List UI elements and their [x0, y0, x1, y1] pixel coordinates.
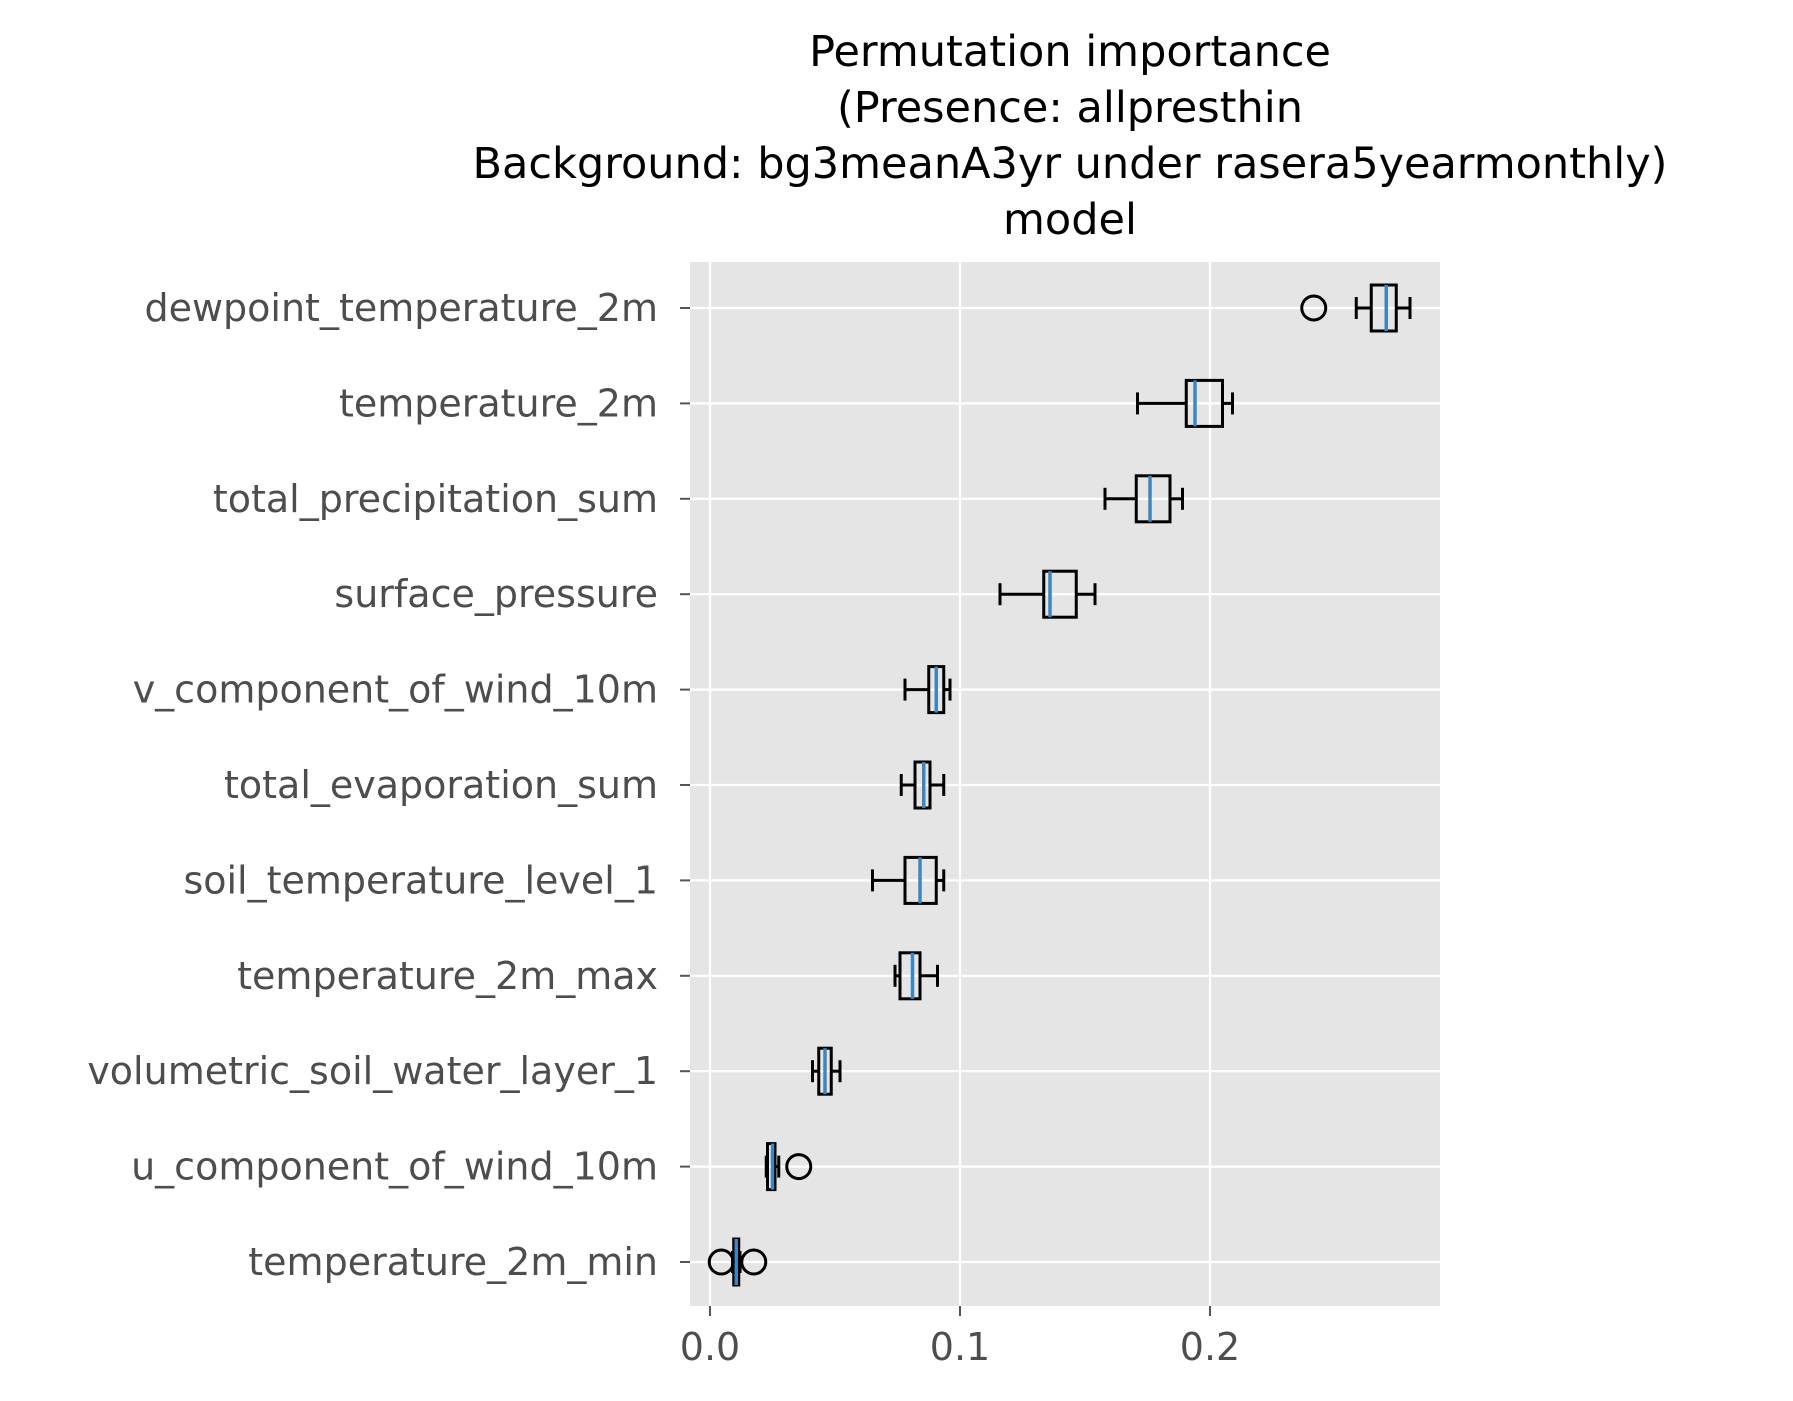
x-axis: 0.0 0.1 0.2 [680, 1306, 1240, 1369]
y-tick-label: total_evaporation_sum [224, 763, 658, 807]
box-plot-dewpoint_temperature_2m [1300, 283, 1412, 333]
outlier-point [785, 1153, 813, 1181]
y-tick-label: total_precipitation_sum [213, 477, 658, 521]
outlier-point [707, 1248, 735, 1276]
box-plot-u_component_of_wind_10m [764, 1142, 813, 1192]
x-tick-label: 0.1 [930, 1325, 990, 1369]
x-tick-label: 0.2 [1180, 1325, 1240, 1369]
box-plot-v_component_of_wind_10m [903, 665, 952, 715]
y-tick-label: temperature_2m_max [237, 954, 658, 998]
outlier-point [1300, 294, 1328, 322]
box-plot-surface_pressure [998, 569, 1097, 619]
chart-title: Permutation importance (Presence: allpre… [473, 27, 1668, 245]
box-plots [707, 283, 1412, 1287]
y-tick-label: temperature_2m_min [248, 1240, 658, 1284]
iqr-box [1184, 378, 1224, 428]
y-tick-label: temperature_2m [339, 381, 658, 425]
box-plot-temperature_2m [1136, 378, 1234, 428]
box-plot-volumetric_soil_water_layer_1 [811, 1046, 842, 1096]
box-plot-temperature_2m_max [893, 951, 939, 1001]
box-plot-total_precipitation_sum [1103, 474, 1184, 524]
y-tick-label: dewpoint_temperature_2m [144, 286, 658, 330]
title-line-4: model [1003, 195, 1137, 245]
iqr-box [1369, 283, 1398, 333]
box-plot-temperature_2m_min [707, 1237, 768, 1287]
title-line-3: Background: bg3meanA3yr under rasera5yea… [473, 139, 1668, 189]
box-plot-soil_temperature_level_1 [871, 855, 946, 905]
gridlines [690, 262, 1440, 1306]
iqr-box [898, 951, 922, 1001]
x-tick-label: 0.0 [680, 1325, 740, 1369]
iqr-box [1042, 569, 1078, 619]
y-axis: dewpoint_temperature_2m temperature_2mtot… [87, 286, 690, 1284]
iqr-box [1134, 474, 1172, 524]
outlier-point [740, 1248, 768, 1276]
title-line-1: Permutation importance [809, 27, 1331, 77]
y-tick-label: v_component_of_wind_10m [133, 668, 658, 712]
y-tick-label: volumetric_soil_water_layer_1 [87, 1049, 658, 1093]
y-tick-label: soil_temperature_level_1 [183, 858, 658, 902]
y-tick-label: u_component_of_wind_10m [131, 1145, 658, 1189]
box-plot-total_evaporation_sum [899, 760, 946, 810]
y-tick-label: surface_pressure [334, 572, 658, 616]
title-line-2: (Presence: allpresthin [837, 83, 1303, 133]
